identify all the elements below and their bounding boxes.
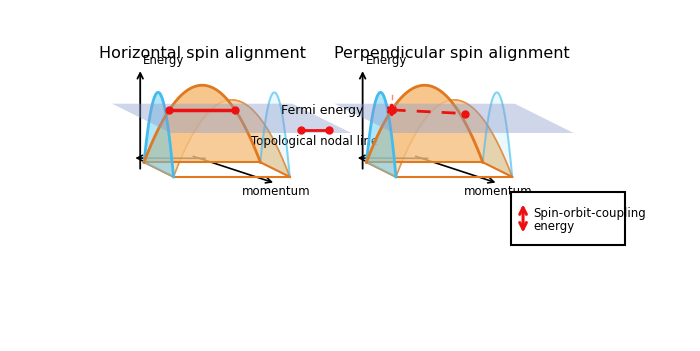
Polygon shape xyxy=(232,100,290,177)
Text: momentum: momentum xyxy=(241,185,310,198)
Polygon shape xyxy=(144,92,174,177)
Text: Fermi energy: Fermi energy xyxy=(281,105,363,118)
Text: Topological nodal line: Topological nodal line xyxy=(251,134,378,147)
Polygon shape xyxy=(367,85,483,162)
Polygon shape xyxy=(367,85,512,177)
Text: Horizontal spin alignment: Horizontal spin alignment xyxy=(99,46,306,61)
Text: energy: energy xyxy=(533,220,575,233)
Text: Perpendicular spin alignment: Perpendicular spin alignment xyxy=(334,46,570,61)
Polygon shape xyxy=(335,104,573,133)
Text: Energy: Energy xyxy=(365,54,407,67)
Polygon shape xyxy=(144,85,260,162)
Text: Spin-orbit-coupling: Spin-orbit-coupling xyxy=(533,207,646,220)
Polygon shape xyxy=(483,92,512,177)
Text: momentum: momentum xyxy=(464,185,533,198)
Polygon shape xyxy=(144,85,290,177)
Polygon shape xyxy=(367,92,396,177)
Text: Energy: Energy xyxy=(144,54,185,67)
Polygon shape xyxy=(112,104,351,133)
Polygon shape xyxy=(260,92,290,177)
Polygon shape xyxy=(454,100,512,177)
Bar xyxy=(511,192,625,245)
